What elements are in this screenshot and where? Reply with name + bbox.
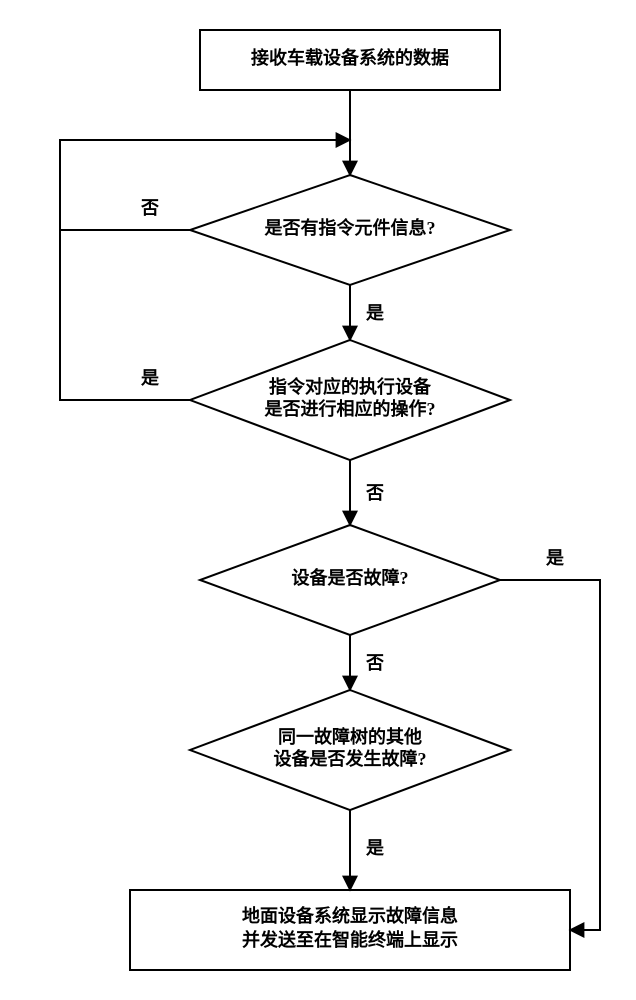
node-text: 地面设备系统显示故障信息 [242, 905, 458, 926]
edge-label: 是 [365, 838, 384, 858]
edge-label: 否 [365, 653, 384, 673]
node-text: 是否有指令元件信息? [264, 217, 436, 238]
edge-label: 否 [140, 198, 159, 218]
node-text: 是否进行相应的操作? [264, 398, 436, 419]
node-text: 接收车载设备系统的数据 [251, 47, 449, 68]
node-text: 同一故障树的其他 [278, 726, 422, 747]
node-text: 指令对应的执行设备 [269, 376, 432, 397]
edge-label: 是 [140, 368, 159, 388]
edge-label: 否 [365, 483, 384, 503]
edge-label: 是 [365, 303, 384, 323]
node-text: 并发送至在智能终端上显示 [242, 929, 458, 950]
node-text: 设备是否故障? [292, 567, 409, 588]
edge-label: 是 [545, 548, 564, 568]
node-text: 设备是否发生故障? [274, 748, 427, 769]
